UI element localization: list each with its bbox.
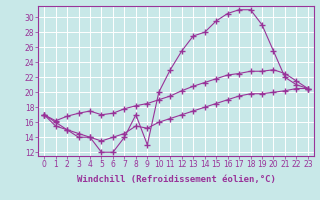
X-axis label: Windchill (Refroidissement éolien,°C): Windchill (Refroidissement éolien,°C) — [76, 175, 276, 184]
